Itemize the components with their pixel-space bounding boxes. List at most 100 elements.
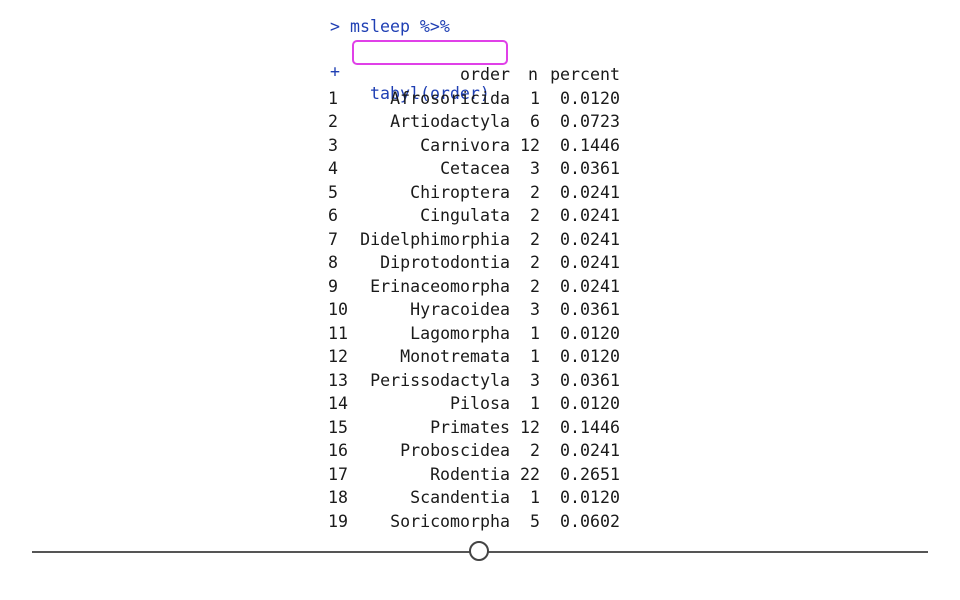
table-row: 1 Afrosoricida 1 0.0120 <box>318 87 648 111</box>
cell-n: 3 <box>530 300 540 319</box>
table-row: 8 Diprotodontia 2 0.0241 <box>318 251 648 275</box>
r-console-output: > msleep %>% + tabyl(order) order n perc… <box>318 8 648 536</box>
cell-order: Rodentia <box>430 464 510 484</box>
row-index: 5 <box>328 182 338 202</box>
table-row: 13 Perissodactyla 3 0.0361 <box>318 369 648 393</box>
cell-percent: 0.1446 <box>560 135 620 155</box>
cell-order: Perissodactyla <box>370 370 510 390</box>
table-row: 4 Cetacea 3 0.0361 <box>318 157 648 181</box>
cell-percent: 0.1446 <box>560 417 620 437</box>
cell-percent: 0.0120 <box>560 323 620 343</box>
row-index: 11 <box>328 323 348 343</box>
table-row: 3 Carnivora 12 0.1446 <box>318 134 648 158</box>
row-index: 18 <box>328 488 348 507</box>
row-index: 19 <box>328 511 348 531</box>
table-row: 5 Chiroptera 2 0.0241 <box>318 181 648 205</box>
row-index: 2 <box>328 112 338 131</box>
row-index: 7 <box>328 229 338 249</box>
table-row: 10 Hyracoidea 3 0.0361 <box>318 298 648 322</box>
table-row: 19 Soricomorpha 5 0.0602 <box>318 510 648 534</box>
continuation-symbol: + <box>330 62 340 81</box>
cell-n: 5 <box>530 511 540 531</box>
command-text-1: msleep %>% <box>350 17 450 36</box>
cell-percent: 0.0241 <box>560 253 620 272</box>
cell-n: 2 <box>530 182 540 202</box>
cell-n: 12 <box>520 135 540 155</box>
cell-order: Hyracoidea <box>410 300 510 319</box>
table-row: 14 Pilosa 1 0.0120 <box>318 392 648 416</box>
row-index: 14 <box>328 394 348 413</box>
cell-n: 2 <box>530 253 540 272</box>
cell-percent: 0.2651 <box>560 464 620 484</box>
cell-n: 1 <box>530 323 540 343</box>
command-text-2: tabyl(order) <box>370 84 490 103</box>
row-index: 17 <box>328 464 348 484</box>
row-index: 6 <box>328 206 338 225</box>
row-index: 4 <box>328 159 338 178</box>
cell-n: 3 <box>530 370 540 390</box>
cell-percent: 0.0120 <box>560 347 620 366</box>
cell-order: Didelphimorphia <box>360 229 510 249</box>
table-row: 9 Erinaceomorpha 2 0.0241 <box>318 275 648 299</box>
cell-percent: 0.0120 <box>560 488 620 507</box>
cell-n: 2 <box>530 229 540 249</box>
cell-percent: 0.0361 <box>560 159 620 178</box>
cell-n: 2 <box>530 441 540 460</box>
table-row: 16 Proboscidea 2 0.0241 <box>318 439 648 463</box>
row-index: 9 <box>328 276 338 296</box>
cell-percent: 0.0241 <box>560 182 620 202</box>
cell-order: Afrosoricida <box>390 88 510 108</box>
cell-n: 2 <box>530 206 540 225</box>
header-order: order <box>460 65 510 84</box>
cell-percent: 0.0120 <box>560 88 620 108</box>
cell-order: Lagomorpha <box>410 323 510 343</box>
cell-order: Carnivora <box>420 135 510 155</box>
cell-order: Erinaceomorpha <box>370 276 510 296</box>
cell-order: Chiroptera <box>410 182 510 202</box>
cell-order: Cetacea <box>440 159 510 178</box>
cell-percent: 0.0241 <box>560 229 620 249</box>
cell-n: 2 <box>530 276 540 296</box>
cell-n: 1 <box>530 88 540 108</box>
cell-order: Scandentia <box>410 488 510 507</box>
table-row: 15 Primates 12 0.1446 <box>318 416 648 440</box>
cell-order: Soricomorpha <box>390 511 510 531</box>
table-header: order n percent <box>318 63 648 87</box>
cell-order: Primates <box>430 417 510 437</box>
table-row: 11 Lagomorpha 1 0.0120 <box>318 322 648 346</box>
row-index: 13 <box>328 370 348 390</box>
row-index: 16 <box>328 441 348 460</box>
cell-percent: 0.0361 <box>560 370 620 390</box>
cell-percent: 0.0361 <box>560 300 620 319</box>
cell-order: Monotremata <box>400 347 510 366</box>
table-row: 12 Monotremata 1 0.0120 <box>318 345 648 369</box>
cell-order: Diprotodontia <box>380 253 510 272</box>
cell-percent: 0.0241 <box>560 206 620 225</box>
slider-knob-icon[interactable] <box>469 541 489 561</box>
cell-order: Proboscidea <box>400 441 510 460</box>
table-row: 6 Cingulata 2 0.0241 <box>318 204 648 228</box>
cell-percent: 0.0241 <box>560 276 620 296</box>
header-percent: percent <box>550 65 620 84</box>
command-line-1: > msleep %>% <box>330 16 450 38</box>
cell-n: 12 <box>520 417 540 437</box>
prompt-symbol: > <box>330 17 340 36</box>
cell-order: Artiodactyla <box>390 112 510 131</box>
row-index: 15 <box>328 417 348 437</box>
cell-order: Cingulata <box>420 206 510 225</box>
command-line-2: + tabyl(order) <box>330 39 490 103</box>
cell-percent: 0.0602 <box>560 511 620 531</box>
cell-n: 22 <box>520 464 540 484</box>
header-n: n <box>528 65 538 84</box>
cell-percent: 0.0120 <box>560 394 620 413</box>
cell-n: 1 <box>530 394 540 413</box>
cell-n: 6 <box>530 112 540 131</box>
row-index: 3 <box>328 135 338 155</box>
table-row: 7 Didelphimorphia 2 0.0241 <box>318 228 648 252</box>
cell-n: 1 <box>530 488 540 507</box>
row-index: 10 <box>328 300 348 319</box>
cell-n: 3 <box>530 159 540 178</box>
cell-order: Pilosa <box>450 394 510 413</box>
row-index: 8 <box>328 253 338 272</box>
row-index: 1 <box>328 88 338 108</box>
